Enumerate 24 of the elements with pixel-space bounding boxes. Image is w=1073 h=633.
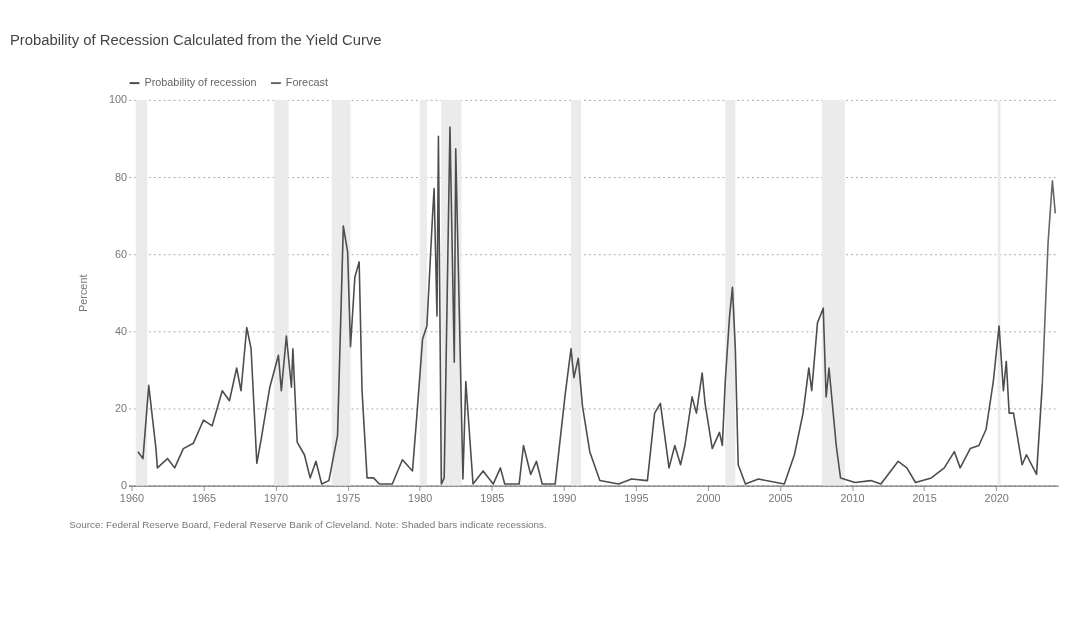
x-tick-label: 1980 (408, 491, 433, 504)
x-tick-label: 1975 (336, 491, 361, 504)
y-tick-label: 80 (114, 170, 128, 183)
y-tick-label: 60 (114, 247, 128, 260)
y-tick-label: 0 (121, 479, 128, 492)
y-tick-label: 100 (108, 93, 128, 106)
x-tick-label: 1970 (263, 491, 289, 504)
source-note: Source: Federal Reserve Board, Federal Reserve Bank of Cleveland. Note: Shaded bars indicate recessions. (69, 519, 547, 531)
chart-title: Probability of Recession Calculated from the Yield Curve (9, 31, 382, 48)
x-tick-label: 2015 (912, 491, 937, 504)
x-tick-label: 2000 (696, 491, 721, 504)
legend-label: Forecast (285, 76, 329, 89)
x-tick-label: 1995 (624, 491, 649, 504)
legend-label: Probability of recession (144, 76, 257, 89)
y-tick-label: 40 (114, 324, 128, 337)
x-tick-label: 2010 (840, 491, 865, 504)
x-tick-label: 1990 (552, 491, 577, 504)
x-tick-label: 1965 (191, 491, 217, 504)
x-tick-label: 2020 (984, 491, 1009, 504)
x-tick-label: 2005 (768, 491, 793, 504)
x-tick-label: 1985 (480, 491, 505, 504)
y-axis-title: Percent (77, 274, 90, 312)
y-tick-label: 20 (114, 401, 128, 414)
x-tick-label: 1960 (119, 491, 145, 504)
